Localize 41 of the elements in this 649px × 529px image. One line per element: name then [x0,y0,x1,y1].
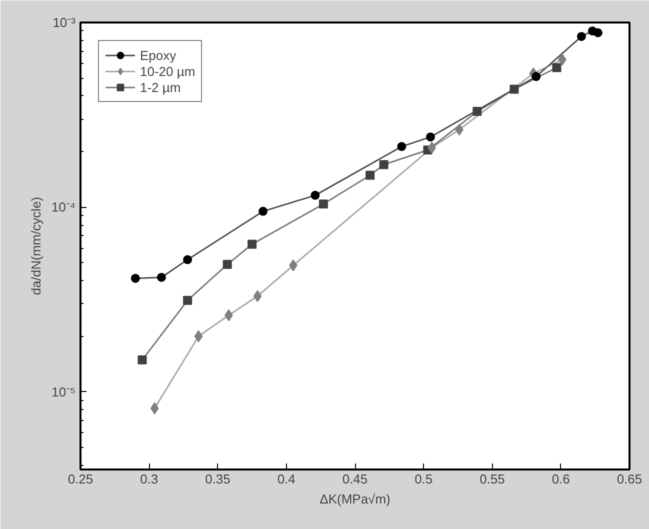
point [156,272,166,282]
point [593,28,602,38]
y-tick-label: 10⁻³ [52,15,76,30]
y-tick-label: 10⁻⁴ [51,200,76,215]
point [472,106,482,116]
x-tick-label: 0.55 [480,472,505,486]
point [532,72,541,81]
point [150,402,159,414]
y-tick-label: 10⁻⁵ [52,384,76,400]
legend-label: Epoxy [140,47,176,63]
point [552,63,562,72]
point [379,160,388,170]
point [510,84,519,94]
point [194,330,203,342]
legend-label: 10-20 µm [140,63,196,79]
x-tick-label: 0.5 [414,472,433,486]
point [428,142,436,154]
x-tick-label: 0.25 [68,472,94,486]
x-axis-title: ΔK(MPa√m) [320,492,390,506]
x-tick-label: 0.35 [205,472,230,486]
point [318,200,328,209]
point [130,274,140,283]
point [366,170,375,180]
y-axis-title: da/dN(mm/cycle) [28,196,44,296]
point [310,190,320,200]
x-tick-label: 0.4 [277,472,296,486]
point [253,290,262,302]
point [183,296,192,305]
point [258,206,268,216]
point [248,240,257,249]
x-tick-label: 0.65 [616,472,642,486]
point [397,142,406,152]
point [138,355,147,364]
point [183,255,192,264]
legend-label: 1-2 µm [140,79,181,95]
point [576,32,586,41]
point [222,260,232,269]
point [426,132,435,142]
x-tick-label: 0.45 [342,472,368,486]
x-tick-label: 0.3 [140,472,158,486]
x-tick-label: 0.6 [552,472,570,486]
